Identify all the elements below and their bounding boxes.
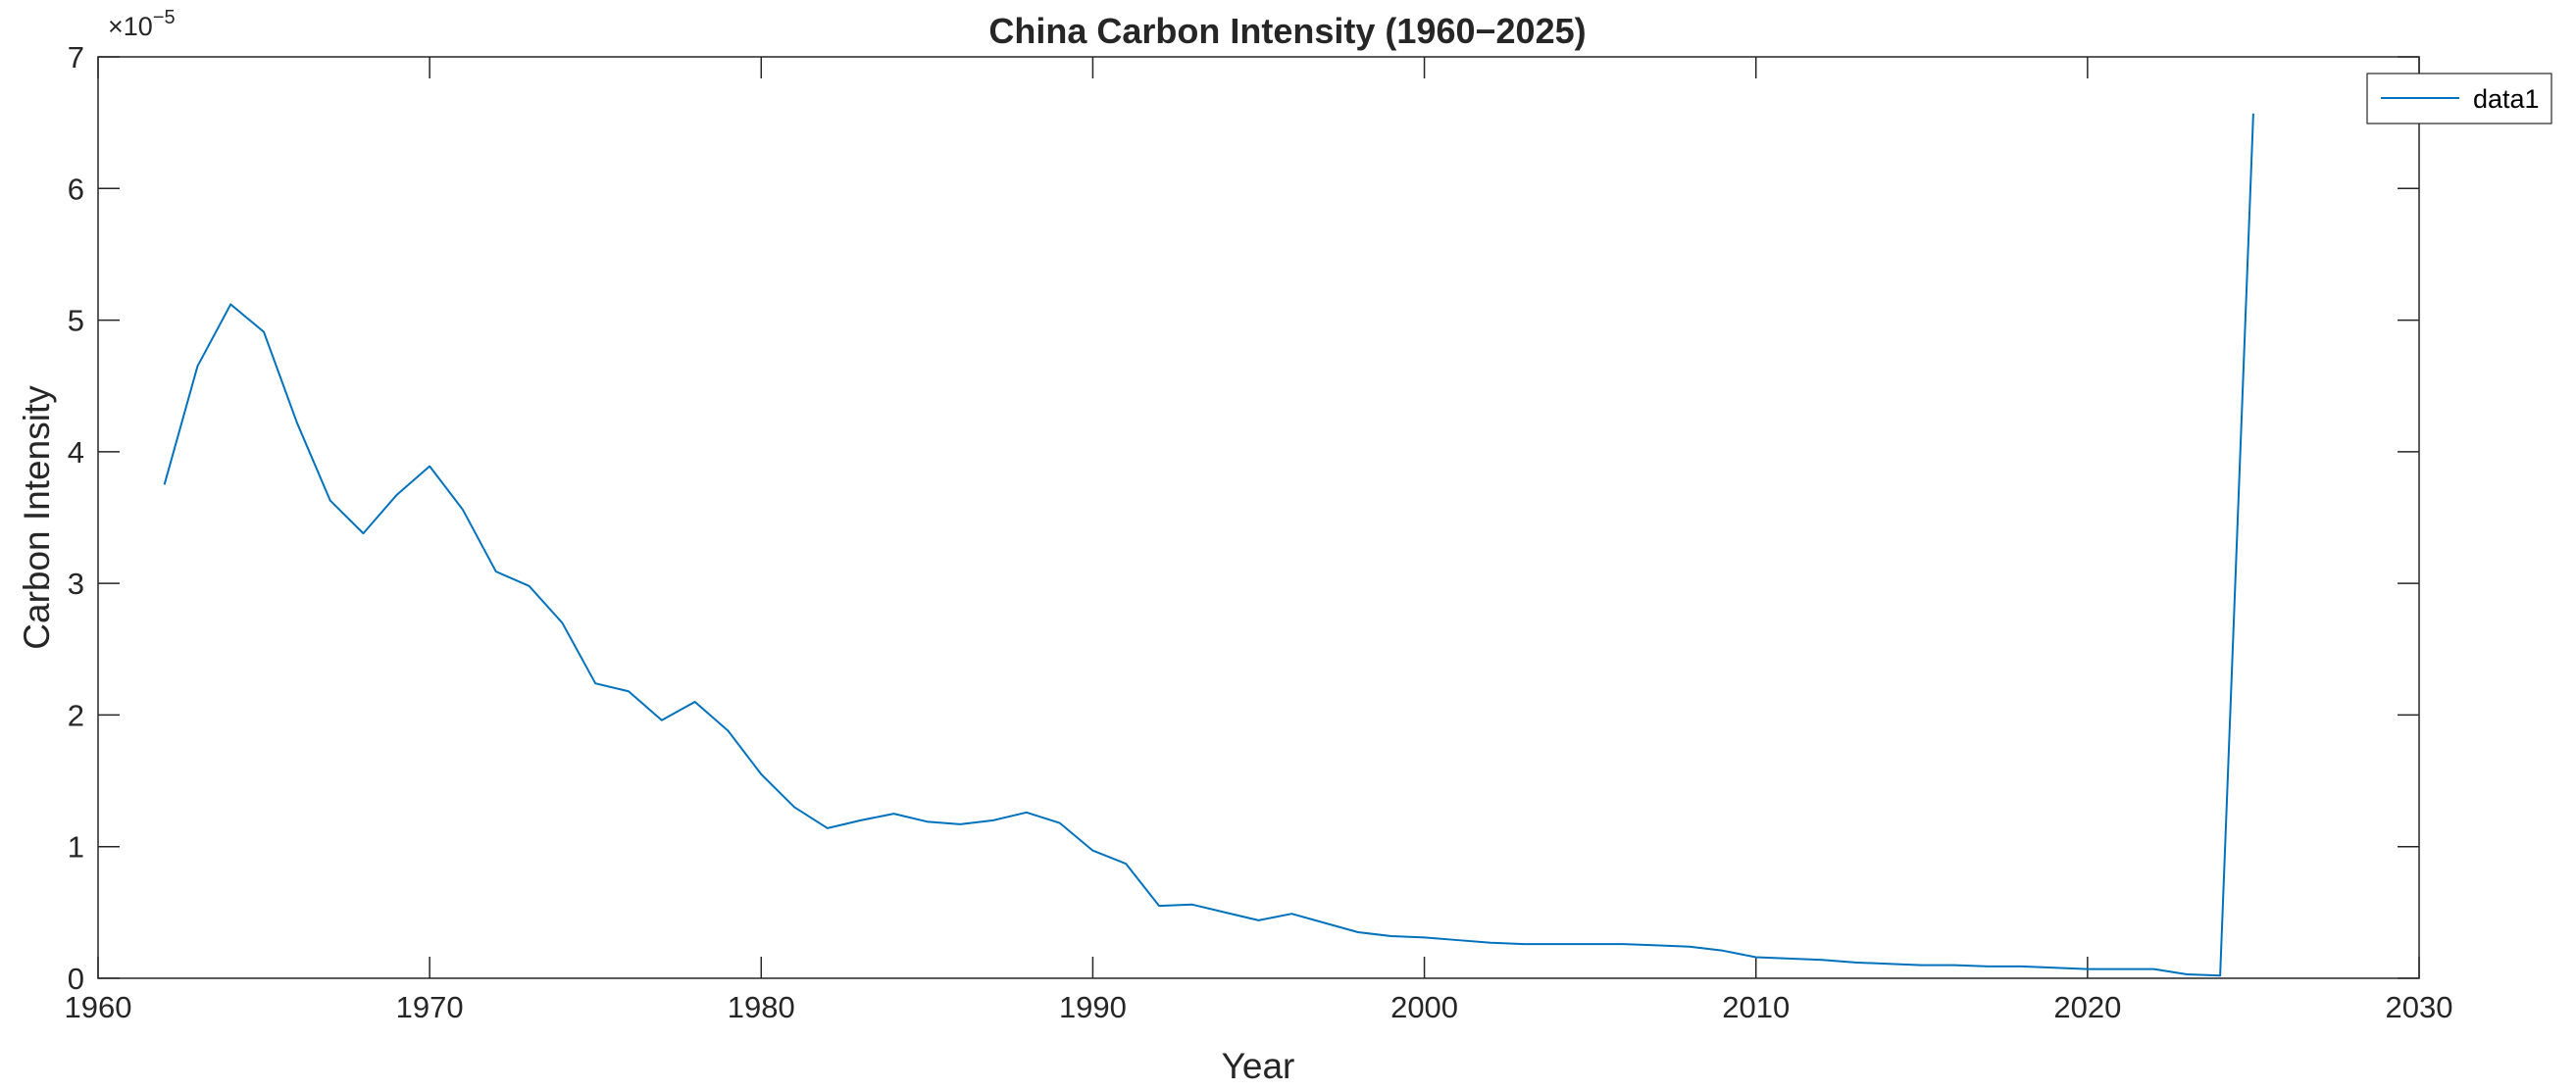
x-tick-label: 2010 xyxy=(1722,990,1790,1024)
y-axis-label: Carbon Intensity xyxy=(17,385,57,650)
y-tick-label: 4 xyxy=(68,435,84,470)
x-axis-label: Year xyxy=(1222,1046,1295,1086)
x-tick-label: 2000 xyxy=(1390,990,1458,1024)
y-tick-label: 6 xyxy=(68,172,84,206)
series-line-data1 xyxy=(163,113,2254,977)
y-tick-label: 1 xyxy=(68,830,84,865)
x-tick-label: 2030 xyxy=(2386,990,2453,1024)
x-tick-label: 2020 xyxy=(2053,990,2121,1024)
series-layer xyxy=(163,113,2254,977)
y-tick-label: 2 xyxy=(68,698,84,732)
legend-entry-data1: data1 xyxy=(2473,84,2540,114)
x-tick-label: 1960 xyxy=(65,990,132,1024)
y-exponent-power: −5 xyxy=(153,7,176,28)
y-tick-labels: 0 1 2 3 4 5 6 7 xyxy=(68,40,84,996)
y-tick-label: 7 xyxy=(68,40,84,74)
x-tick-label: 1990 xyxy=(1059,990,1127,1024)
y-tick-label: 5 xyxy=(68,304,84,338)
x-tick-label: 1970 xyxy=(396,990,464,1024)
y-axis-exponent-label: ×10−5 xyxy=(108,7,176,41)
y-exponent-base: ×10 xyxy=(108,12,153,41)
axes-box xyxy=(97,56,2420,979)
x-tick-label: 1980 xyxy=(728,990,795,1024)
legend[interactable]: data1 xyxy=(2366,73,2552,124)
x-tick-labels: 1960 1970 1980 1990 2000 2010 2020 2030 xyxy=(65,990,2453,1024)
y-tick-label: 3 xyxy=(68,567,84,601)
chart-title: China Carbon Intensity (1960−2025) xyxy=(988,11,1586,51)
y-tick-label: 0 xyxy=(68,962,84,996)
